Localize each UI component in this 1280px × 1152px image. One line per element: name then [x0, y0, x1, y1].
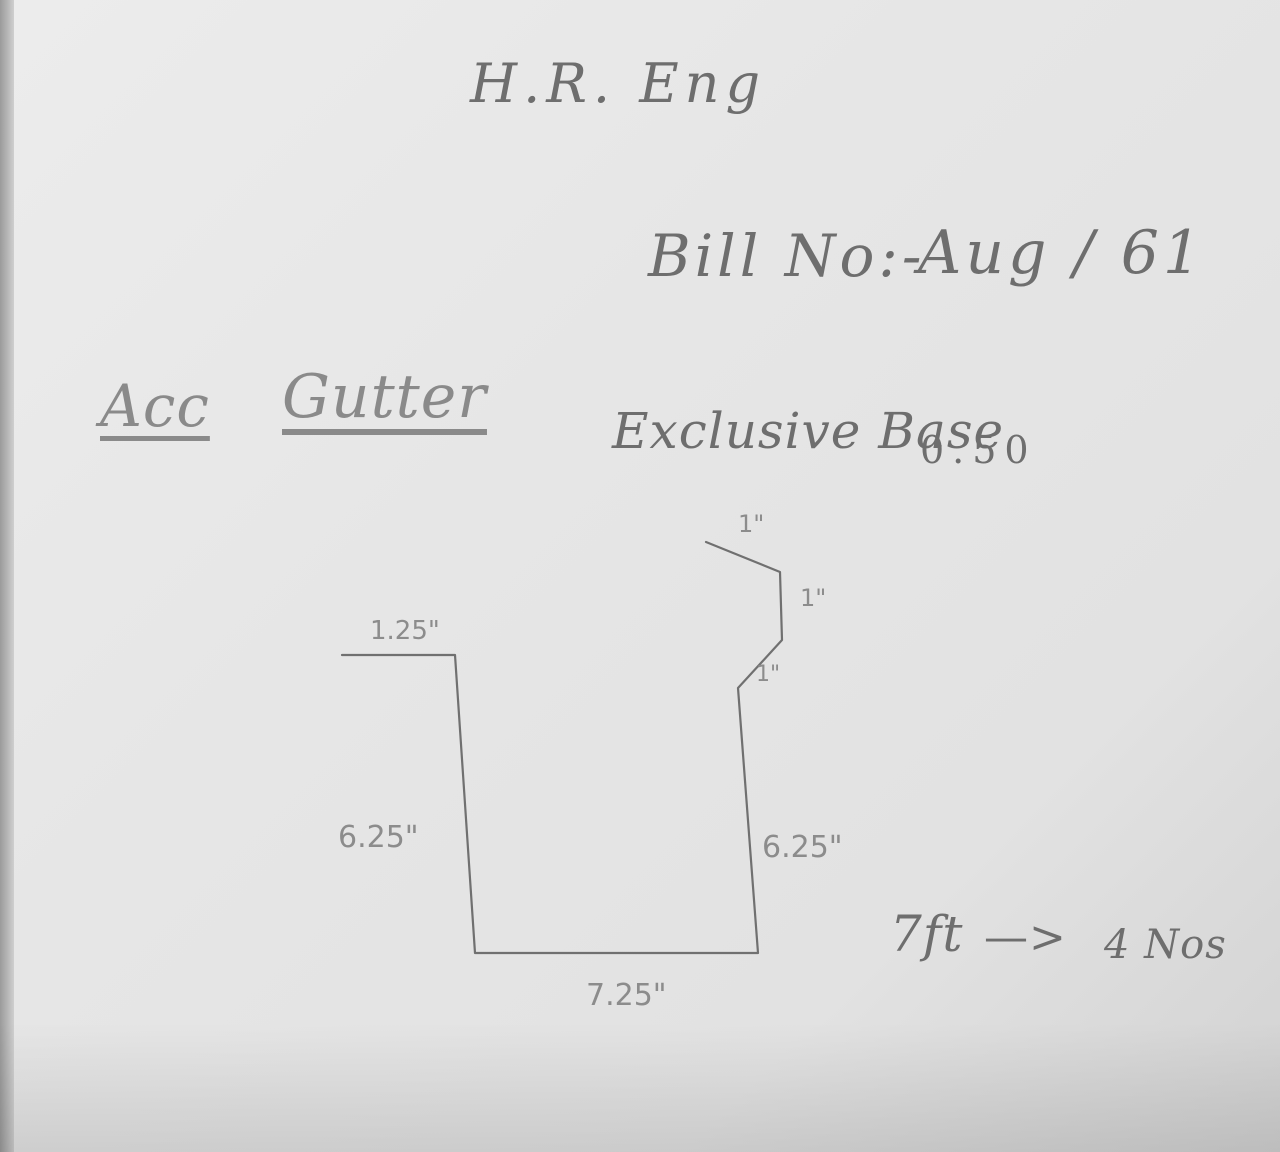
dimension-left-side: 6.25": [338, 820, 419, 855]
order-length: 7ft: [890, 905, 964, 963]
arrow-right-icon: —>: [984, 912, 1067, 963]
paper-edge-shadow: [0, 0, 14, 1152]
account-label: Acc: [100, 372, 210, 440]
gutter-profile-line: [340, 540, 784, 955]
base-label: Exclusive Base: [612, 402, 1005, 460]
company-name: H.R. Eng: [470, 52, 767, 115]
dimension-lip-1: 1": [738, 510, 765, 538]
bill-label: Bill No:-: [648, 222, 926, 290]
bill-number: Aug / 61: [918, 218, 1206, 288]
dimension-lip-3: 1": [756, 662, 781, 687]
dimension-top-flange: 1.25": [370, 616, 440, 646]
base-value: 0.50: [920, 428, 1037, 472]
dimension-right-side: 6.25": [762, 830, 843, 865]
dimension-lip-2: 1": [800, 584, 827, 612]
paper-sheet: [10, 0, 1280, 1152]
order-quantity: 4 Nos: [1104, 922, 1227, 968]
product-name: Gutter: [282, 362, 487, 432]
dimension-bottom: 7.25": [586, 978, 667, 1013]
